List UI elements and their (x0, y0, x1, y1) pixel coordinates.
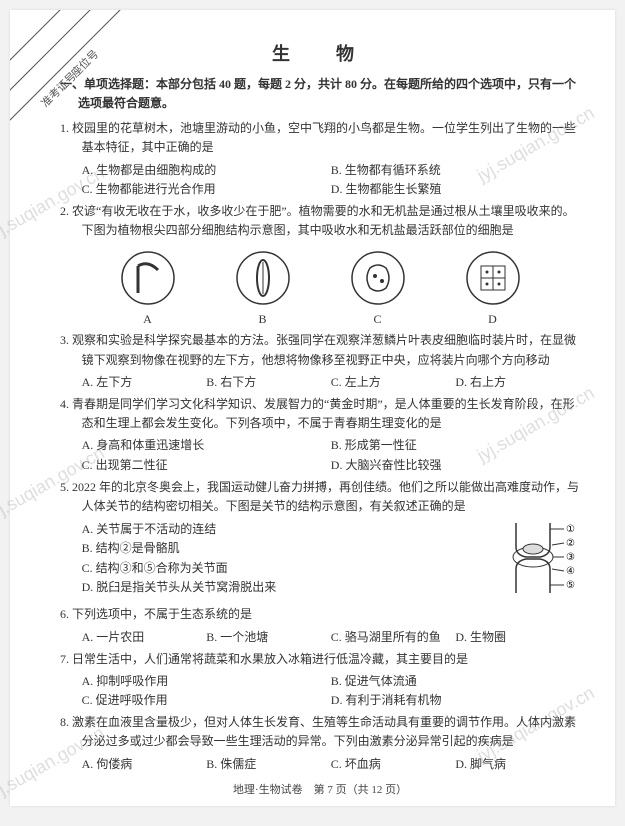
page-title: 生 物 (60, 40, 580, 69)
q1-optB: B. 生物都有循环系统 (331, 161, 580, 180)
joint-label-1: ① (566, 524, 575, 535)
q5-optC: C. 结构③和⑤合称为关节面 (82, 559, 490, 578)
q7-optA: A. 抑制呼吸作用 (82, 672, 331, 691)
q3-optC: C. 左上方 (331, 373, 456, 392)
q3-optD: D. 右上方 (455, 373, 580, 392)
q1-stem: 1. 校园里的花草树木，池塘里游动的小鱼，空中飞翔的小鸟都是生物。一位学生列出了… (60, 119, 580, 157)
q5-optD: D. 脱臼是指关节头从关节窝滑脱出来 (82, 578, 490, 597)
q6-optA: A. 一片农田 (82, 628, 207, 647)
q8-optD: D. 脚气病 (455, 755, 580, 774)
q1-optC: C. 生物都能进行光合作用 (82, 180, 331, 199)
q8-options: A. 佝偻病 B. 侏儒症 C. 坏血病 D. 脚气病 (60, 755, 580, 774)
q1-options: A. 生物都是由细胞构成的 B. 生物都有循环系统 C. 生物都能进行光合作用 … (60, 161, 580, 199)
q4-stem: 4. 青春期是同学们学习文化科学知识、发展智力的“黄金时期”，是人体重要的生长发… (60, 395, 580, 433)
q5-body: A. 关节属于不活动的连结 B. 结构②是骨骼肌 C. 结构③和⑤合称为关节面 … (60, 519, 580, 603)
q2-figB: B (233, 248, 293, 329)
q1-optA: A. 生物都是由细胞构成的 (82, 161, 331, 180)
q2-figA: A (118, 248, 178, 329)
q2-cell-figures: A B C D (90, 248, 550, 329)
joint-label-4: ④ (566, 566, 575, 577)
q7-stem: 7. 日常生活中，人们通常将蔬菜和水果放入冰箱进行低温冷藏，其主要目的是 (60, 650, 580, 669)
q6-optD: D. 生物圈 (455, 628, 580, 647)
q4-optB: B. 形成第一性征 (331, 436, 580, 455)
q3-options: A. 左下方 B. 右下方 C. 左上方 D. 右上方 (60, 373, 580, 392)
q4-optA: A. 身高和体重迅速增长 (82, 436, 331, 455)
q1-optD: D. 生物都能生长繁殖 (331, 180, 580, 199)
q6-optB: B. 一个池塘 (206, 628, 331, 647)
q3-optB: B. 右下方 (206, 373, 331, 392)
q6-stem: 6. 下列选项中，不属于生态系统的是 (60, 605, 580, 624)
q5-optB: B. 结构②是骨骼肌 (82, 539, 490, 558)
q2-figC: C (348, 248, 408, 329)
q2-labelC: C (348, 310, 408, 329)
q4-optC: C. 出现第二性征 (82, 456, 331, 475)
q4-options: A. 身高和体重迅速增长 B. 形成第一性征 C. 出现第二性征 D. 大脑兴奋… (60, 436, 580, 474)
q8-stem: 8. 激素在血液里含量极少，但对人体生长发育、生殖等生命活动具有重要的调节作用。… (60, 713, 580, 751)
joint-label-2: ② (566, 538, 575, 549)
section-heading: 一、单项选择题：本部分包括 40 题，每题 2 分，共计 80 分。在每题所给的… (60, 75, 580, 113)
joint-diagram: ① ② ③ ④ ⑤ (490, 519, 580, 603)
q2-labelB: B (233, 310, 293, 329)
q3-stem: 3. 观察和实验是科学探究最基本的方法。张强同学在观察洋葱鳞片叶表皮细胞临时装片… (60, 331, 580, 369)
q2-figD: D (463, 248, 523, 329)
page-footer: 地理·生物试卷 第 7 页（共 12 页） (60, 782, 580, 800)
exam-page: 座位号 准考证号 jyj.suqian.gov.cn jyj.suqian.go… (10, 10, 615, 806)
q2-labelA: A (118, 310, 178, 329)
q7-options: A. 抑制呼吸作用 B. 促进气体流通 C. 促进呼吸作用 D. 有利于消耗有机… (60, 672, 580, 710)
q5-stem: 5. 2022 年的北京冬奥会上，我国运动健儿奋力拼搏，再创佳绩。他们之所以能做… (60, 478, 580, 516)
q8-optB: B. 侏儒症 (206, 755, 331, 774)
q8-optC: C. 坏血病 (331, 755, 456, 774)
q7-optC: C. 促进呼吸作用 (82, 691, 331, 710)
q6-optC: C. 骆马湖里所有的鱼 (331, 628, 456, 647)
q6-options: A. 一片农田 B. 一个池塘 C. 骆马湖里所有的鱼 D. 生物圈 (60, 628, 580, 647)
q8-optA: A. 佝偻病 (82, 755, 207, 774)
q5-optA: A. 关节属于不活动的连结 (82, 520, 490, 539)
q3-optA: A. 左下方 (82, 373, 207, 392)
q7-optB: B. 促进气体流通 (331, 672, 580, 691)
q2-labelD: D (463, 310, 523, 329)
q4-optD: D. 大脑兴奋性比较强 (331, 456, 580, 475)
joint-label-3: ③ (566, 552, 575, 563)
q7-optD: D. 有利于消耗有机物 (331, 691, 580, 710)
joint-label-5: ⑤ (566, 580, 575, 591)
q2-stem: 2. 农谚“有收无收在于水，收多收少在于肥”。植物需要的水和无机盐是通过根从土壤… (60, 202, 580, 240)
